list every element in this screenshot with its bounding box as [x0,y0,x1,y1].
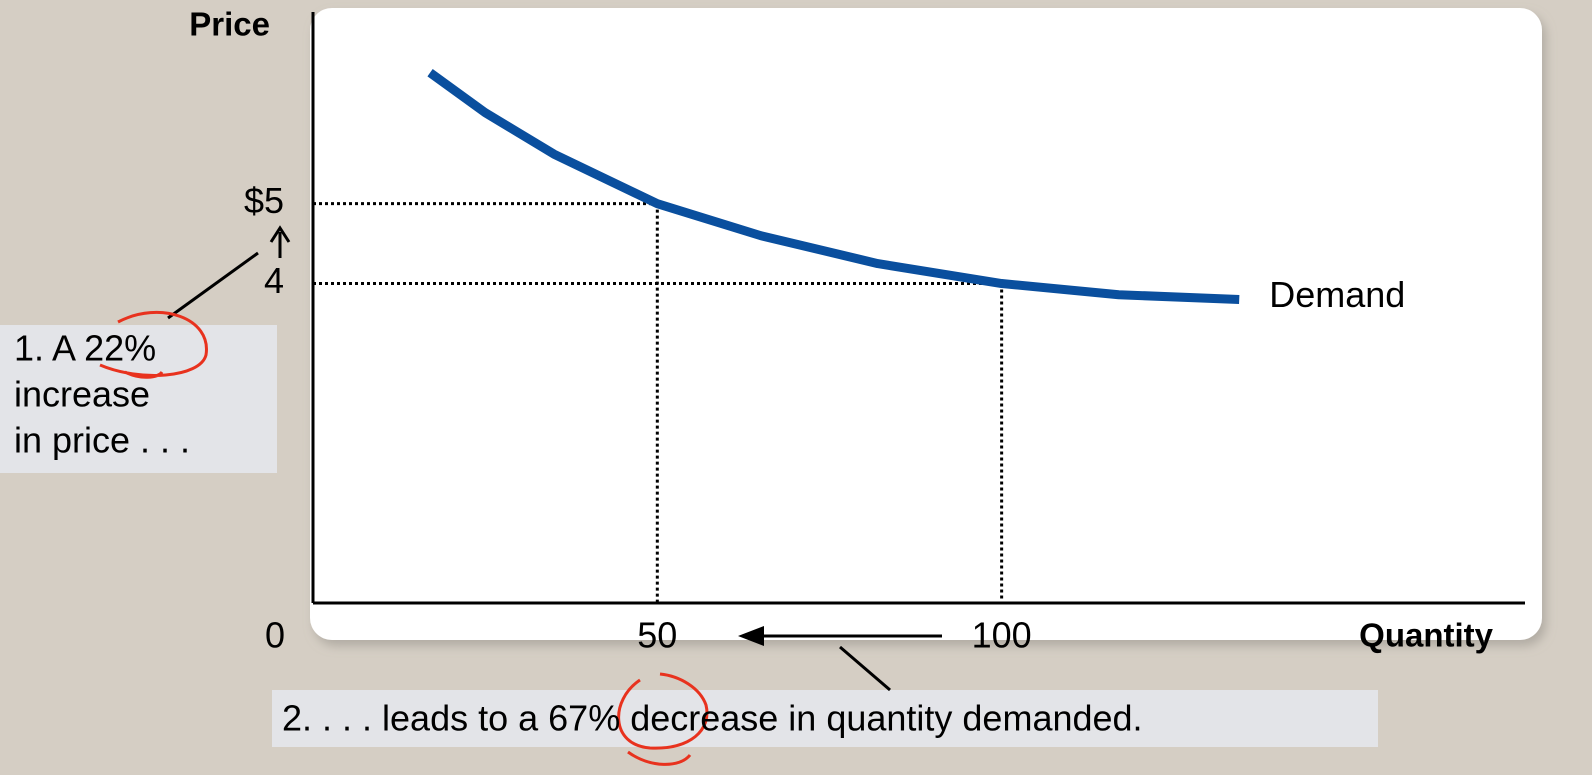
annotation: 1. A 22% [14,328,156,369]
annotation: increase [14,374,150,415]
highlight-circle [99,311,208,379]
annotation: in price . . . [14,420,190,461]
y-tick-label: $5 [244,180,284,221]
annotation-box [0,325,277,473]
x-tick-label: 100 [972,615,1032,656]
y-tick-label: 4 [264,260,284,301]
leader-line [839,645,891,692]
x-tick-label: 0 [265,615,285,656]
demand-curve [427,69,1240,305]
y-axis-label: Price [189,6,270,43]
highlight-circle [617,672,709,766]
leader-line [167,251,259,320]
arrow-head [738,626,764,646]
annotation-box [272,690,1378,747]
annotation: 2. . . . leads to a 67% decrease in quan… [282,698,1143,739]
x-tick-label: 50 [637,615,677,656]
x-axis-label: Quantity [1359,617,1493,654]
series-label: Demand [1269,274,1405,315]
plot-layer: Price Quantity 4 $5 0 50 100 Demand [189,6,1525,656]
arrow-head [269,225,291,243]
plot-panel [310,8,1542,640]
